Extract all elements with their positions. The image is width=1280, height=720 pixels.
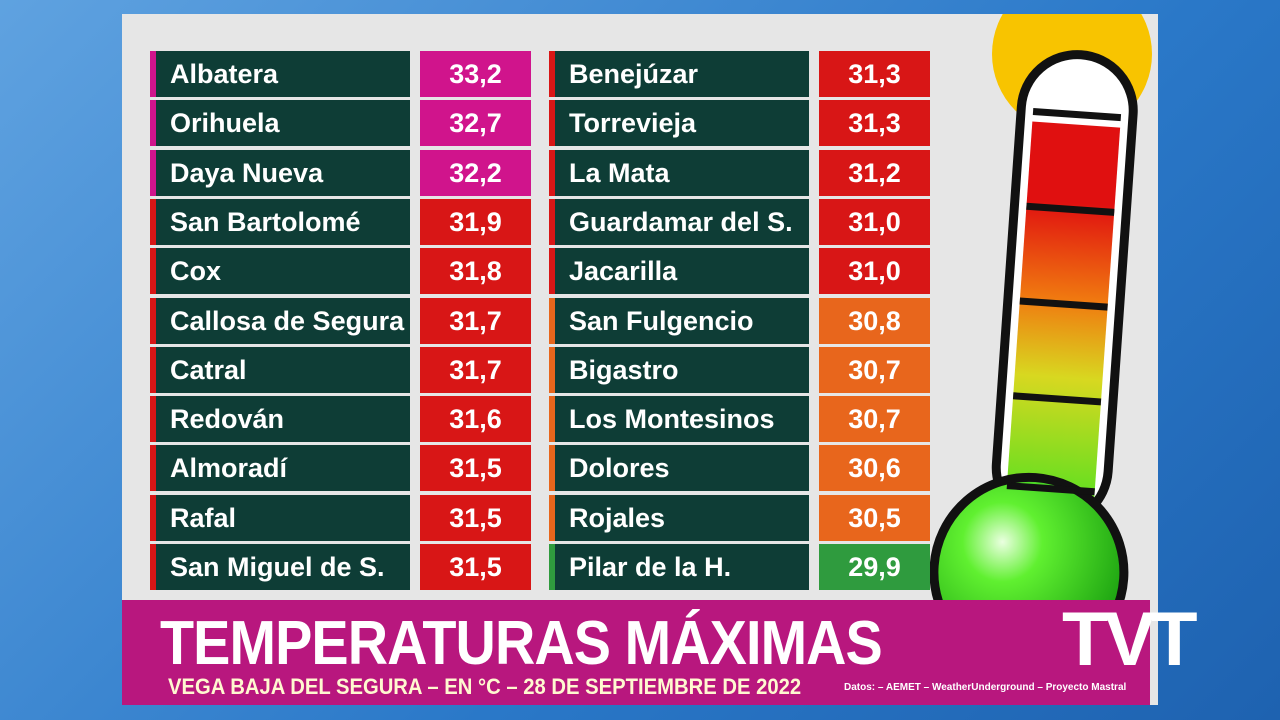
banner: TEMPERATURAS MÁXIMAS VEGA BAJA DEL SEGUR… (122, 600, 1150, 705)
city-name: Bigastro (549, 346, 809, 393)
city-name: Redován (150, 396, 410, 443)
temperature-value: 31,2 (819, 149, 930, 196)
city-name: Cox (150, 248, 410, 295)
panel: Albatera 33,2 Orihuela 32,7 Daya Nueva 32,2 Sa… (122, 14, 1158, 705)
city-name: San Bartolomé (150, 198, 410, 245)
temperature-value: 30,8 (819, 297, 930, 344)
temperature-value: 31,0 (819, 198, 930, 245)
city-name: Pilar de la H. (549, 544, 809, 590)
temperature-value: 31,6 (420, 396, 531, 443)
temperature-value: 31,5 (420, 544, 531, 590)
logo: TVT (1062, 597, 1198, 682)
temperature-value: 31,9 (420, 198, 531, 245)
temperature-value: 31,0 (819, 248, 930, 295)
city-name: Daya Nueva (150, 149, 410, 196)
temperature-value: 32,7 (420, 100, 531, 147)
city-name: Los Montesinos (549, 396, 809, 443)
temperature-value: 29,9 (819, 544, 930, 590)
temperature-value: 31,3 (819, 51, 930, 97)
temperature-value: 31,5 (420, 445, 531, 492)
city-name: Rojales (549, 494, 809, 541)
temperature-value: 30,7 (819, 396, 930, 443)
temperature-value: 31,7 (420, 297, 531, 344)
city-name: Almoradí (150, 445, 410, 492)
temperature-value: 31,5 (420, 494, 531, 541)
subtitle: VEGA BAJA DEL SEGURA – EN °C – 28 DE SEP… (168, 674, 802, 699)
temperature-value: 30,7 (819, 346, 930, 393)
title: TEMPERATURAS MÁXIMAS (160, 609, 883, 678)
temperature-value: 31,7 (420, 346, 531, 393)
temperature-value: 31,8 (420, 248, 531, 295)
city-name: Dolores (549, 445, 809, 492)
source: Datos: – AEMET – WeatherUnderground – Pr… (844, 682, 1127, 693)
city-name: Guardamar del S. (549, 198, 809, 245)
city-name: Orihuela (150, 100, 410, 147)
temperature-value: 31,3 (819, 100, 930, 147)
city-name: Jacarilla (549, 248, 809, 295)
city-name: Rafal (150, 494, 410, 541)
city-name: Benejúzar (549, 51, 809, 97)
city-name: La Mata (549, 149, 809, 196)
temperature-value: 32,2 (420, 149, 531, 196)
temperature-value: 30,5 (819, 494, 930, 541)
city-name: San Fulgencio (549, 297, 809, 344)
city-name: Catral (150, 346, 410, 393)
city-name: Albatera (150, 51, 410, 97)
city-name: San Miguel de S. (150, 544, 410, 590)
city-name: Torrevieja (549, 100, 809, 147)
temperature-value: 33,2 (420, 51, 531, 97)
city-name: Callosa de Segura (150, 297, 410, 344)
thermometer (929, 14, 1152, 672)
temperature-value: 30,6 (819, 445, 930, 492)
